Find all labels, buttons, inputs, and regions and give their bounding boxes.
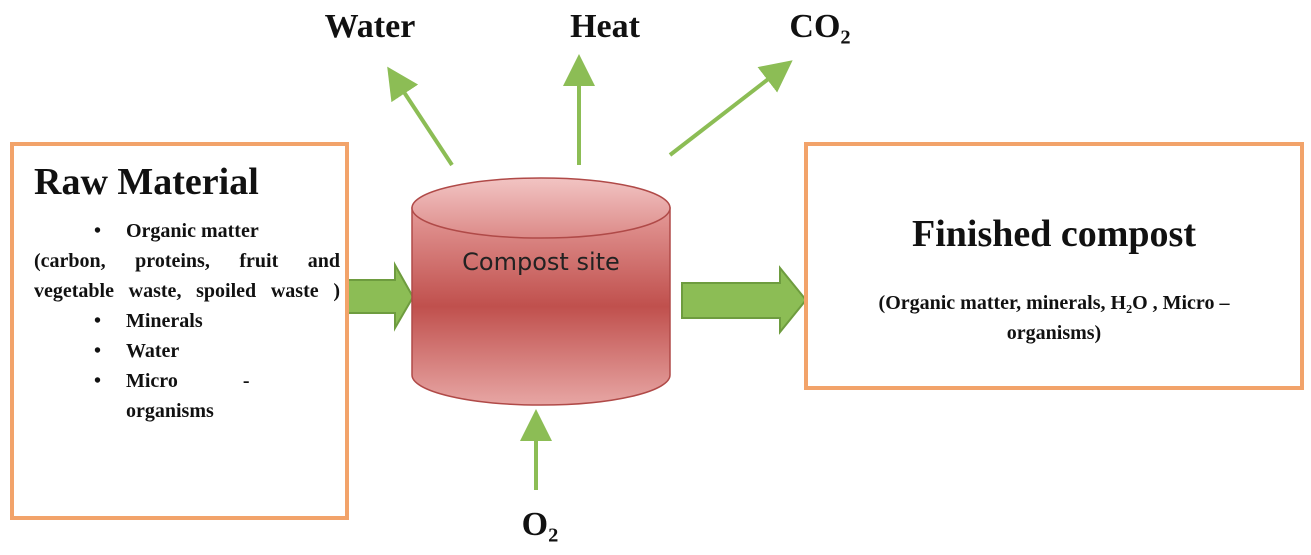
list-item: Organic matter [34, 216, 340, 246]
big-arrow [348, 265, 413, 328]
raw-material-box: Raw Material Organic matter (carbon, pro… [10, 142, 349, 520]
big-arrow [682, 268, 806, 332]
compost-site-label: Compost site [412, 248, 670, 276]
finished-compost-details: (Organic matter, minerals, H₂O , Micro –… [848, 288, 1260, 348]
input-label: O₂ [480, 506, 600, 544]
list-note: (carbon, proteins, fruit and vegetable w… [34, 246, 340, 306]
cylinder [412, 178, 670, 405]
output-label: Water [300, 8, 440, 46]
finished-compost-box: Finished compost (Organic matter, minera… [804, 142, 1304, 390]
page: {"outputs": ["Water", "Heat", "CO₂"], "i… [0, 0, 1311, 555]
finished-compost-title: Finished compost [808, 212, 1300, 256]
list-item: Micro - organisms [34, 366, 296, 426]
arrow [396, 80, 452, 165]
raw-material-title: Raw Material [34, 160, 259, 204]
list-item: Minerals [34, 306, 340, 336]
list-item: Water [34, 336, 340, 366]
raw-material-list: Organic matter (carbon, proteins, fruit … [34, 216, 340, 426]
output-label: Heat [540, 8, 670, 46]
output-label: CO₂ [760, 8, 880, 46]
arrow [670, 70, 780, 155]
